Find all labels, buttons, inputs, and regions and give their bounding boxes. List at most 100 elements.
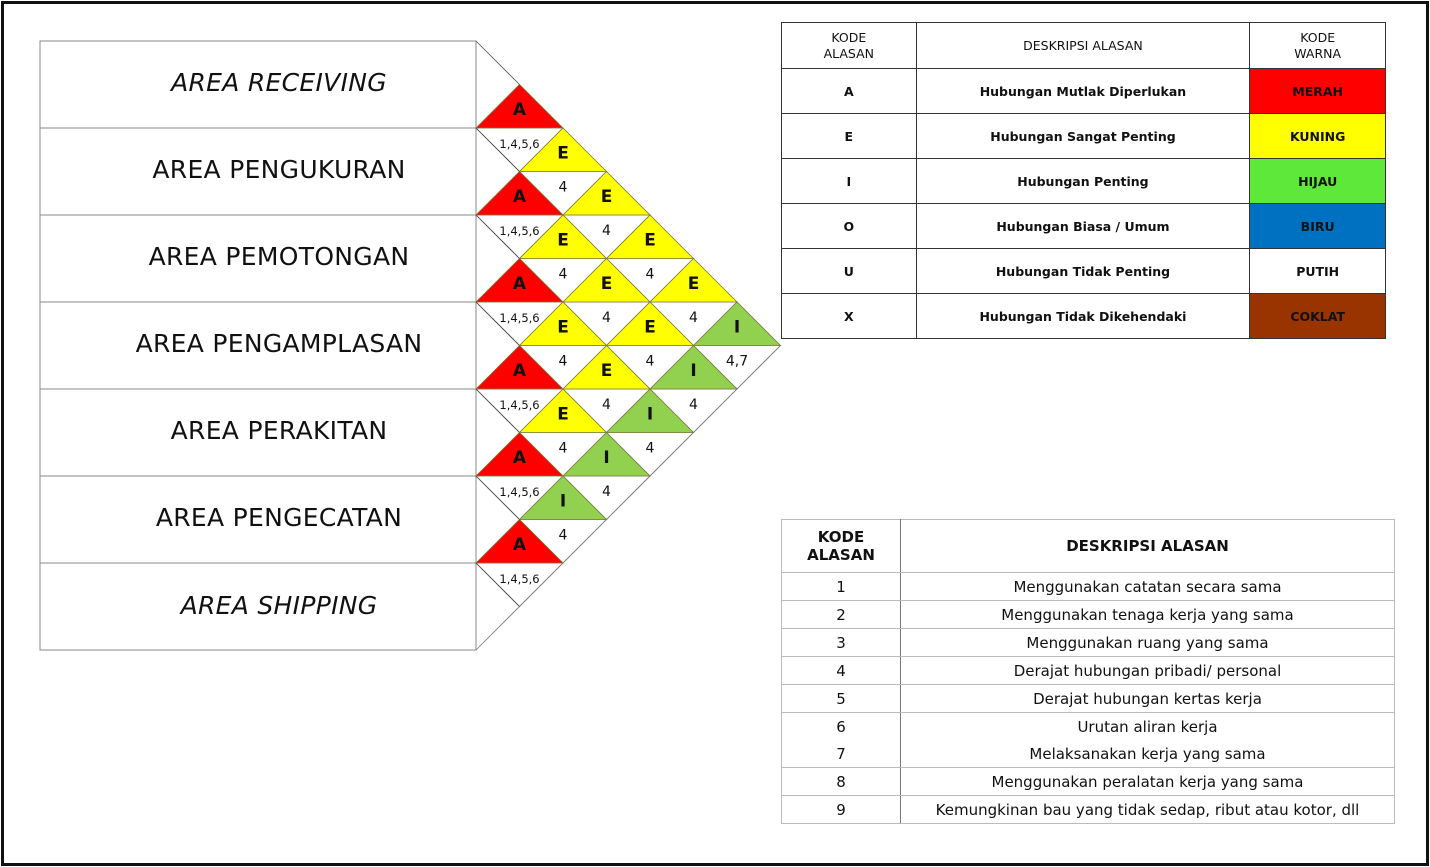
relationship-code-label: A [513,361,527,381]
relationship-reason-label: 1,4,5,6 [499,572,539,586]
relationship-code-label: I [647,405,653,425]
relationship-code-triangle [475,257,564,303]
reason-desc: Urutan aliran kerja [900,712,1395,740]
row-divider-diagonal [475,475,520,520]
relationship-code-label: A [513,535,527,555]
relationship-code-label: E [601,361,613,381]
relationship-code-label: E [601,274,613,294]
department-box [39,301,477,390]
relationship-code-label: I [603,448,609,468]
code-cell: I [781,158,917,204]
chart-border-bottom [475,345,781,651]
relationship-code-triangle [562,257,651,303]
color-swatch-kuning: KUNING [1249,113,1386,159]
relationship-code-label: E [644,318,656,338]
reasons-header-row: KODE ALASAN DESKRIPSI ALASAN [781,519,1395,573]
desc-cell: Hubungan Tidak Dikehendaki [915,293,1251,339]
desc-cell: Hubungan Penting [915,158,1251,204]
relationship-code-triangle [475,431,564,477]
relationship-code-triangle [518,475,608,520]
relationship-reason-label: 1,4,5,6 [499,137,539,151]
relationship-code-triangle [518,301,608,346]
relationship-reason-label: 4 [646,441,655,457]
relationship-cell-1-6: I4 [649,344,738,434]
legend-row-i: I Hubungan Penting HIJAU [781,158,1386,204]
department-box [39,562,477,651]
relationship-code-label: A [513,448,527,468]
row-divider-diagonal [475,562,520,607]
reason-row: 4 Derajat hubungan pribadi/ personal [781,656,1395,685]
reason-desc: Menggunakan tenaga kerja yang sama [900,600,1395,629]
relationship-code-triangle [562,431,651,477]
code-cell: U [781,248,917,294]
legend-row-a: A Hubungan Mutlak Diperlukan MERAH [781,68,1386,114]
relationship-reason-label: 1,4,5,6 [499,311,539,325]
dept-label-perakitan: AREA PERAKITAN [170,416,388,445]
code-cell: A [781,68,917,114]
desc-cell: Hubungan Tidak Penting [915,248,1251,294]
relationship-reason-label: 4 [602,223,611,239]
reason-code: 8 [781,767,901,796]
legend-row-e: E Hubungan Sangat Penting KUNING [781,113,1386,159]
header-warna-line1: KODE [1300,29,1336,45]
relationship-code-label: A [513,187,527,207]
code-cell: O [781,203,917,249]
reason-desc: Menggunakan peralatan kerja yang sama [900,767,1395,796]
relationship-code-triangle [518,214,608,259]
relationship-reason-label: 4 [646,354,655,370]
relationship-reason-label: 4 [559,267,568,283]
relationship-reason-label: 4 [559,354,568,370]
reason-code: 7 [781,740,901,768]
legend-row-u: U Hubungan Tidak Penting PUTIH [781,248,1386,294]
color-swatch-hijau: HIJAU [1249,158,1386,204]
desc-cell: Hubungan Biasa / Umum [915,203,1251,249]
relationship-code-label: A [513,274,527,294]
reason-desc: Kemungkinan bau yang tidak sedap, ribut … [900,795,1395,824]
relationship-reason-label: 4 [602,397,611,413]
relationship-reason-label: 4 [602,484,611,500]
reason-code: 3 [781,628,901,657]
relationship-cell-0-4: E4 [605,214,695,303]
department-box [39,214,477,303]
relationship-cell-1-2: A 1,4,5,6 [475,170,564,260]
relationship-cell-3-6: I4 [562,431,651,521]
header-kode-alasan: KODE ALASAN [781,519,901,573]
relationship-code-triangle [649,257,738,303]
relationship-reason-label: 4 [559,180,568,196]
relationship-cell-2-3: A 1,4,5,6 [475,257,564,347]
dept-label-pengecatan: AREA PENGECATAN [155,503,403,532]
relationship-reason-label: 1,4,5,6 [499,398,539,412]
color-swatch-biru: BIRU [1249,203,1386,249]
relationship-code-label: A [513,100,527,120]
relationship-reason-label: 4 [689,310,698,326]
relationship-code-triangle [605,214,695,259]
row-divider-diagonal [475,127,520,172]
color-swatch-merah: MERAH [1249,68,1386,114]
relationship-cell-5-6: A 1,4,5,6 [475,518,564,608]
relationship-cell-1-4: E4 [562,257,651,347]
dept-label-pemotongan: AREA PEMOTONGAN [148,242,410,271]
relationship-code-triangle [475,83,564,129]
relationship-code-label: I [734,318,740,338]
relationship-code-label: I [560,492,566,512]
reason-row: 1 Menggunakan catatan secara sama [781,572,1395,601]
reason-row: 9 Kemungkinan bau yang tidak sedap, ribut… [781,795,1395,824]
relationship-cell-4-5: A 1,4,5,6 [475,431,564,521]
relationship-code-label: E [557,144,569,164]
code-cell: E [781,113,917,159]
legend-row-x: X Hubungan Tidak Dikehendaki COKLAT [781,293,1386,339]
header-kode-warna: KODE WARNA [1249,22,1386,69]
reason-code: 2 [781,600,901,629]
relationship-code-triangle [518,127,608,172]
relationship-code-label: I [690,361,696,381]
dept-label-pengukuran: AREA PENGUKURAN [152,155,406,184]
department-box [39,475,477,564]
relationship-cell-1-5: E4 [605,301,695,390]
relationship-code-triangle [605,388,695,433]
relationship-code-triangle [518,388,608,433]
reason-row: 7 Melaksanakan kerja yang sama [781,740,1395,768]
relationship-cell-4-6: I4 [518,475,608,564]
relationship-reason-label: 4 [559,528,568,544]
